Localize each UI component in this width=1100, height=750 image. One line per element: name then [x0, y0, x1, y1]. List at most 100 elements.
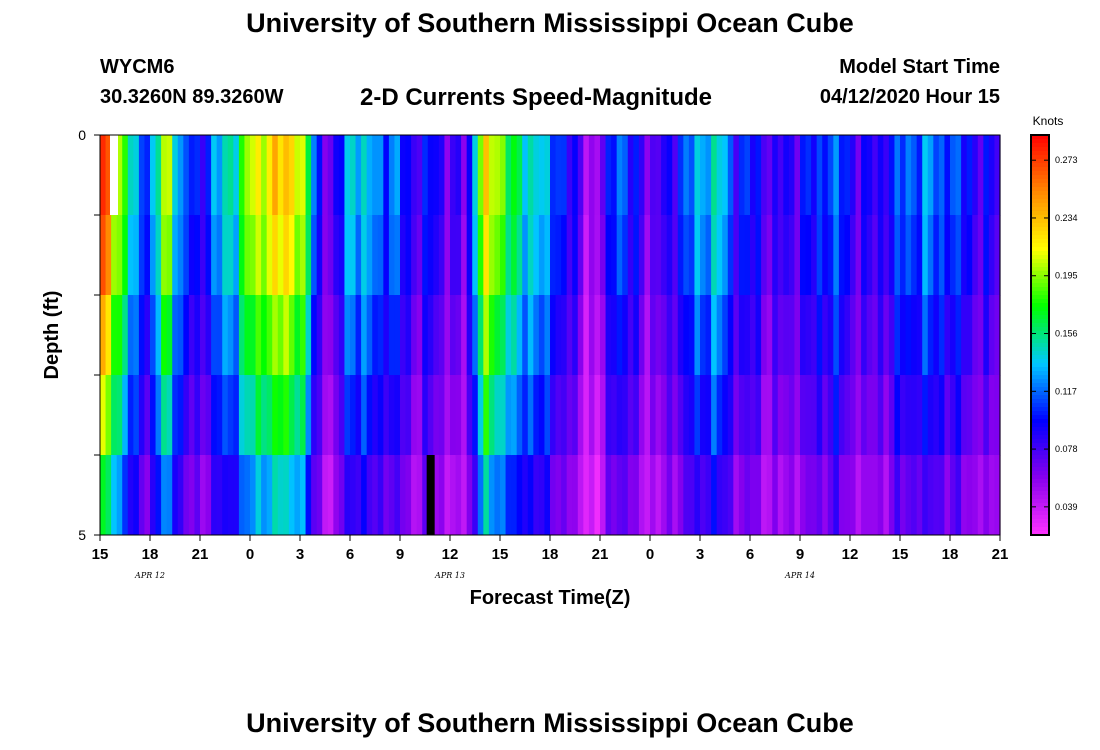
y-axis-label: Depth (ft) [41, 291, 63, 380]
model-start-label: Model Start Time [839, 56, 1000, 78]
heatmap-cell [800, 375, 807, 456]
heatmap-cell [888, 215, 896, 296]
heatmap-cell [400, 375, 407, 456]
colorbar-swatch [1031, 311, 1049, 316]
heatmap-cell [455, 375, 462, 456]
heatmap-cell [777, 375, 784, 456]
heatmap-cell [850, 295, 857, 376]
heatmap-cell [788, 375, 796, 456]
heatmap-cell [183, 215, 190, 296]
heatmap-cell [366, 455, 373, 536]
heatmap-cell [188, 375, 196, 456]
heatmap-cell [566, 135, 573, 216]
heatmap-cell [238, 215, 246, 296]
colorbar-swatch [1031, 207, 1049, 212]
heatmap-cell [677, 135, 684, 216]
date-label: APR 13 [434, 571, 465, 580]
colorbar-swatch [1031, 151, 1049, 156]
heatmap-cell [766, 135, 773, 216]
heatmap-cell [277, 375, 284, 456]
colorbar-swatch [1031, 523, 1049, 528]
heatmap-cell [627, 375, 634, 456]
heatmap-cell [600, 455, 607, 536]
heatmap-cell [466, 455, 473, 536]
heatmap-cell [322, 455, 329, 536]
colorbar-tick-label: 0.273 [1055, 155, 1078, 165]
heatmap-cell [850, 135, 857, 216]
heatmap-cell [727, 375, 734, 456]
heatmap-cell [333, 455, 340, 536]
heatmap-cell [488, 455, 496, 536]
heatmap-cell [172, 295, 179, 376]
heatmap-cell [916, 295, 923, 376]
heatmap-cell [311, 295, 318, 376]
heatmap-cell [466, 215, 473, 296]
heatmap-cell [900, 295, 907, 376]
colorbar-swatch [1031, 139, 1049, 144]
heatmap-cell [650, 135, 657, 216]
heatmap-cell [394, 375, 401, 456]
heatmap-cell [611, 215, 618, 296]
heatmap-cell [338, 455, 346, 536]
x-tick-label: 15 [92, 546, 109, 563]
colorbar-swatch [1031, 155, 1049, 160]
heatmap-cell [655, 135, 662, 216]
heatmap-cell [166, 135, 173, 216]
heatmap-cell [288, 375, 296, 456]
heatmap-cell [305, 215, 312, 296]
heatmap-cell [905, 295, 912, 376]
heatmap-cell [138, 455, 146, 536]
heatmap-cell [800, 295, 807, 376]
colorbar-swatch [1031, 171, 1049, 176]
x-tick-label: 0 [246, 546, 254, 563]
heatmap-cell [616, 295, 623, 376]
heatmap-cell [977, 375, 984, 456]
x-tick-label: 3 [296, 546, 304, 563]
heatmap-cell [916, 135, 923, 216]
heatmap-cell [133, 455, 140, 536]
heatmap-cell [711, 215, 718, 296]
colorbar-swatch [1031, 423, 1049, 428]
heatmap-cell [183, 375, 190, 456]
heatmap-cell [777, 135, 784, 216]
heatmap-cell [488, 135, 496, 216]
heatmap-cell [372, 375, 379, 456]
heatmap-cell [288, 455, 296, 536]
colorbar-swatch [1031, 263, 1049, 268]
heatmap-cell [550, 375, 557, 456]
heatmap-cell [538, 295, 546, 376]
heatmap-cell [233, 295, 240, 376]
heatmap-cell [961, 215, 968, 296]
heatmap-cell [583, 215, 590, 296]
heatmap-cell [505, 295, 512, 376]
heatmap-cell [322, 215, 329, 296]
heatmap-cell [572, 375, 579, 456]
heatmap-cell [577, 135, 584, 216]
heatmap-cell [127, 455, 134, 536]
heatmap-cell [427, 215, 434, 296]
heatmap-cell [327, 455, 334, 536]
colorbar-swatch [1031, 343, 1049, 348]
heatmap-cell [705, 295, 712, 376]
heatmap-cell [444, 215, 451, 296]
colorbar-swatch [1031, 315, 1049, 320]
heatmap-cell [366, 295, 373, 376]
axes: 15 18 21 0 3 6 9 12 15 18 21 0 3 6 9 12 15 18 21 APR 12 APR … [78, 127, 1008, 580]
heatmap-cell [944, 375, 951, 456]
heatmap-cell [427, 295, 434, 376]
heatmap-cell [972, 455, 979, 536]
heatmap-cell [877, 375, 884, 456]
heatmap-cell [266, 295, 273, 376]
heatmap-cell [394, 135, 401, 216]
heatmap-cell [166, 375, 173, 456]
heatmap-cell [238, 295, 246, 376]
heatmap-cell [961, 135, 968, 216]
heatmap-cell [927, 375, 934, 456]
colorbar-swatch [1031, 451, 1049, 456]
heatmap-cell [966, 215, 973, 296]
heatmap-cell [355, 375, 362, 456]
heatmap-cell [911, 295, 918, 376]
heatmap-cell [505, 215, 512, 296]
heatmap-cell [350, 375, 357, 456]
heatmap-cell [827, 215, 834, 296]
